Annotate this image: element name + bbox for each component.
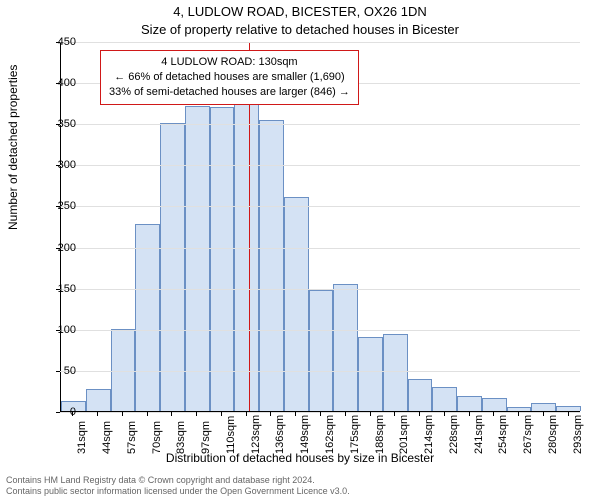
ytick-label: 300 bbox=[42, 159, 76, 171]
title-address: 4, LUDLOW ROAD, BICESTER, OX26 1DN bbox=[0, 4, 600, 19]
xtick-mark bbox=[122, 412, 123, 416]
y-axis-label: Number of detached properties bbox=[6, 65, 20, 230]
xtick-mark bbox=[568, 412, 569, 416]
footer-attribution: Contains HM Land Registry data © Crown c… bbox=[6, 475, 350, 497]
annotation-line1: 4 LUDLOW ROAD: 130sqm bbox=[109, 55, 350, 70]
histogram-bar bbox=[160, 123, 185, 411]
xtick-mark bbox=[196, 412, 197, 416]
histogram-bar bbox=[358, 337, 383, 411]
gridline-h bbox=[60, 206, 580, 207]
xtick-label: 293sqm bbox=[572, 415, 584, 454]
xtick-mark bbox=[147, 412, 148, 416]
histogram-bar bbox=[333, 284, 358, 411]
histogram-bar bbox=[507, 407, 532, 411]
gridline-h bbox=[60, 165, 580, 166]
xtick-label: 267sqm bbox=[522, 415, 534, 454]
xtick-mark bbox=[518, 412, 519, 416]
xtick-mark bbox=[345, 412, 346, 416]
histogram-bar bbox=[482, 398, 507, 411]
footer-line2: Contains public sector information licen… bbox=[6, 486, 350, 497]
xtick-mark bbox=[171, 412, 172, 416]
xtick-mark bbox=[394, 412, 395, 416]
ytick-label: 400 bbox=[42, 77, 76, 89]
xtick-label: 70sqm bbox=[151, 421, 163, 454]
xtick-mark bbox=[295, 412, 296, 416]
annotation-line3: 33% of semi-detached houses are larger (… bbox=[109, 85, 350, 100]
histogram-bar bbox=[531, 403, 556, 411]
xtick-label: 57sqm bbox=[126, 421, 138, 454]
xtick-mark bbox=[97, 412, 98, 416]
xtick-mark bbox=[493, 412, 494, 416]
xtick-label: 149sqm bbox=[299, 415, 311, 454]
xtick-mark bbox=[370, 412, 371, 416]
xtick-mark bbox=[543, 412, 544, 416]
ytick-label: 50 bbox=[42, 365, 76, 377]
xtick-label: 44sqm bbox=[101, 421, 113, 454]
xtick-label: 31sqm bbox=[76, 421, 88, 454]
histogram-bar bbox=[408, 379, 433, 411]
ytick-label: 0 bbox=[42, 406, 76, 418]
gridline-h bbox=[60, 289, 580, 290]
ytick-label: 150 bbox=[42, 283, 76, 295]
xtick-mark bbox=[444, 412, 445, 416]
histogram-bar bbox=[185, 106, 210, 411]
footer-line1: Contains HM Land Registry data © Crown c… bbox=[6, 475, 350, 486]
xtick-label: 110sqm bbox=[225, 416, 237, 454]
xtick-label: 123sqm bbox=[250, 415, 262, 454]
ytick-label: 200 bbox=[42, 242, 76, 254]
gridline-h bbox=[60, 124, 580, 125]
xtick-label: 175sqm bbox=[349, 415, 361, 454]
histogram-bar bbox=[309, 290, 334, 411]
ytick-label: 250 bbox=[42, 200, 76, 212]
xtick-mark bbox=[419, 412, 420, 416]
xtick-label: 228sqm bbox=[448, 415, 460, 454]
annotation-box: 4 LUDLOW ROAD: 130sqm← 66% of detached h… bbox=[100, 50, 359, 105]
histogram-bar bbox=[556, 406, 581, 411]
histogram-bar bbox=[135, 224, 160, 411]
xtick-mark bbox=[270, 412, 271, 416]
chart-container: 4, LUDLOW ROAD, BICESTER, OX26 1DN Size … bbox=[0, 0, 600, 500]
gridline-h bbox=[60, 42, 580, 43]
xtick-label: 201sqm bbox=[398, 415, 410, 454]
xtick-label: 254sqm bbox=[497, 415, 509, 454]
xtick-mark bbox=[246, 412, 247, 416]
xtick-label: 83sqm bbox=[175, 421, 187, 454]
histogram-bar bbox=[259, 120, 284, 411]
histogram-bar bbox=[234, 103, 259, 411]
ytick-label: 450 bbox=[42, 36, 76, 48]
xtick-mark bbox=[221, 412, 222, 416]
histogram-bar bbox=[432, 387, 457, 411]
ytick-label: 100 bbox=[42, 324, 76, 336]
xtick-mark bbox=[320, 412, 321, 416]
xtick-label: 241sqm bbox=[473, 415, 485, 454]
histogram-bar bbox=[210, 107, 235, 411]
xtick-label: 280sqm bbox=[547, 415, 559, 454]
xtick-label: 136sqm bbox=[274, 415, 286, 454]
xtick-label: 162sqm bbox=[324, 415, 336, 454]
annotation-line2: ← 66% of detached houses are smaller (1,… bbox=[109, 70, 350, 85]
xtick-label: 97sqm bbox=[200, 421, 212, 454]
gridline-h bbox=[60, 330, 580, 331]
xtick-label: 188sqm bbox=[374, 415, 386, 454]
xtick-mark bbox=[72, 412, 73, 416]
ytick-label: 350 bbox=[42, 118, 76, 130]
gridline-h bbox=[60, 248, 580, 249]
histogram-bar bbox=[457, 396, 482, 411]
xtick-mark bbox=[469, 412, 470, 416]
title-subtitle: Size of property relative to detached ho… bbox=[0, 22, 600, 37]
histogram-bar bbox=[383, 334, 408, 411]
gridline-h bbox=[60, 371, 580, 372]
histogram-bar bbox=[86, 389, 111, 411]
xtick-label: 214sqm bbox=[423, 415, 435, 454]
histogram-bar bbox=[284, 197, 309, 411]
